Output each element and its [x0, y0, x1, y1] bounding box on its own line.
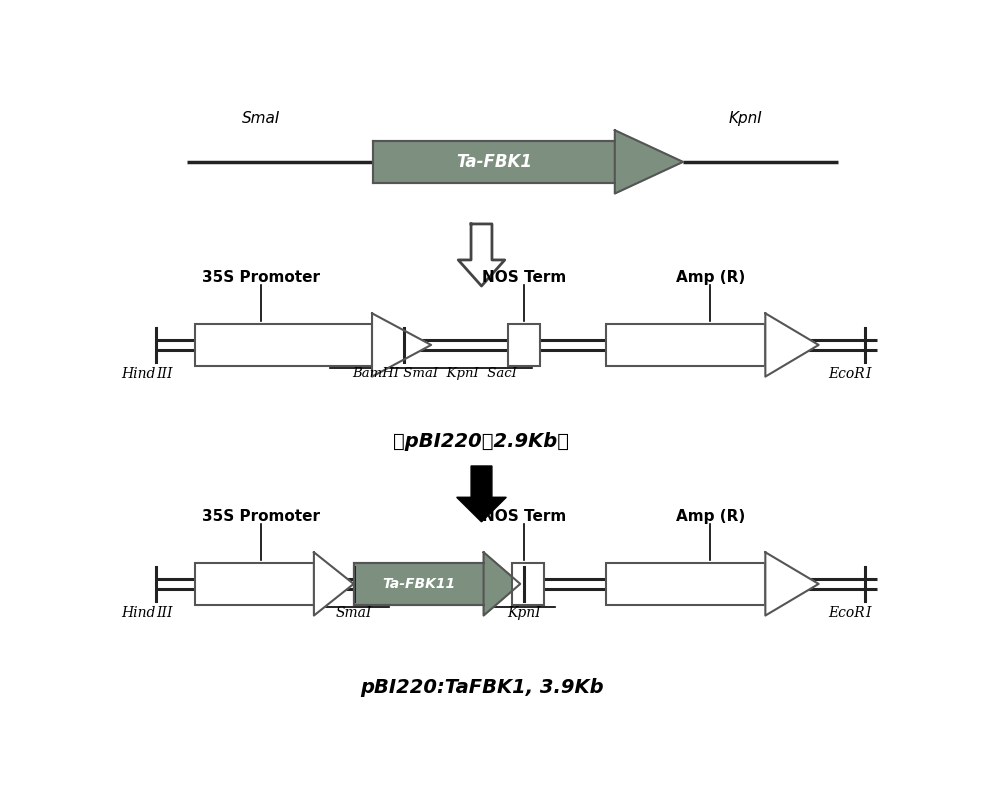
Bar: [195, 324, 372, 366]
Bar: [606, 324, 765, 366]
Polygon shape: [615, 131, 683, 193]
Text: 35S Promoter: 35S Promoter: [202, 509, 320, 525]
Polygon shape: [372, 314, 431, 376]
Text: III: III: [156, 606, 173, 621]
Polygon shape: [458, 224, 505, 286]
Text: I: I: [865, 368, 871, 381]
Polygon shape: [765, 314, 819, 376]
Bar: [373, 141, 615, 183]
Bar: [512, 563, 544, 605]
Bar: [606, 563, 765, 605]
Text: pBI220:TaFBK1, 3.9Kb: pBI220:TaFBK1, 3.9Kb: [360, 678, 603, 697]
Text: KpnI: KpnI: [728, 111, 762, 126]
Polygon shape: [314, 552, 354, 616]
Text: BamHI SmaI  KpnI  SacI: BamHI SmaI KpnI SacI: [353, 368, 517, 380]
Text: KpnI: KpnI: [507, 606, 541, 621]
Text: NOS Term: NOS Term: [482, 270, 566, 285]
Text: III: III: [156, 368, 173, 381]
Text: SmaI: SmaI: [335, 606, 372, 621]
Text: Hind: Hind: [122, 606, 156, 621]
Bar: [508, 324, 540, 366]
Text: SmaI: SmaI: [241, 111, 280, 126]
Polygon shape: [765, 552, 819, 616]
Text: 35S Promoter: 35S Promoter: [202, 270, 320, 285]
Text: Amp (R): Amp (R): [676, 509, 745, 525]
Text: （pBI220，2.9Kb）: （pBI220，2.9Kb）: [394, 432, 570, 451]
Text: NOS Term: NOS Term: [482, 509, 566, 525]
Text: Hind: Hind: [122, 368, 156, 381]
Text: EcoR: EcoR: [828, 368, 865, 381]
Text: Ta-FBK1: Ta-FBK1: [456, 153, 532, 171]
Bar: [354, 563, 484, 605]
Bar: [195, 563, 314, 605]
Text: Ta-FBK11: Ta-FBK11: [382, 577, 455, 591]
Polygon shape: [484, 552, 520, 616]
Text: EcoR: EcoR: [828, 606, 865, 621]
Polygon shape: [457, 466, 506, 521]
Text: Amp (R): Amp (R): [676, 270, 745, 285]
Text: I: I: [865, 606, 871, 621]
